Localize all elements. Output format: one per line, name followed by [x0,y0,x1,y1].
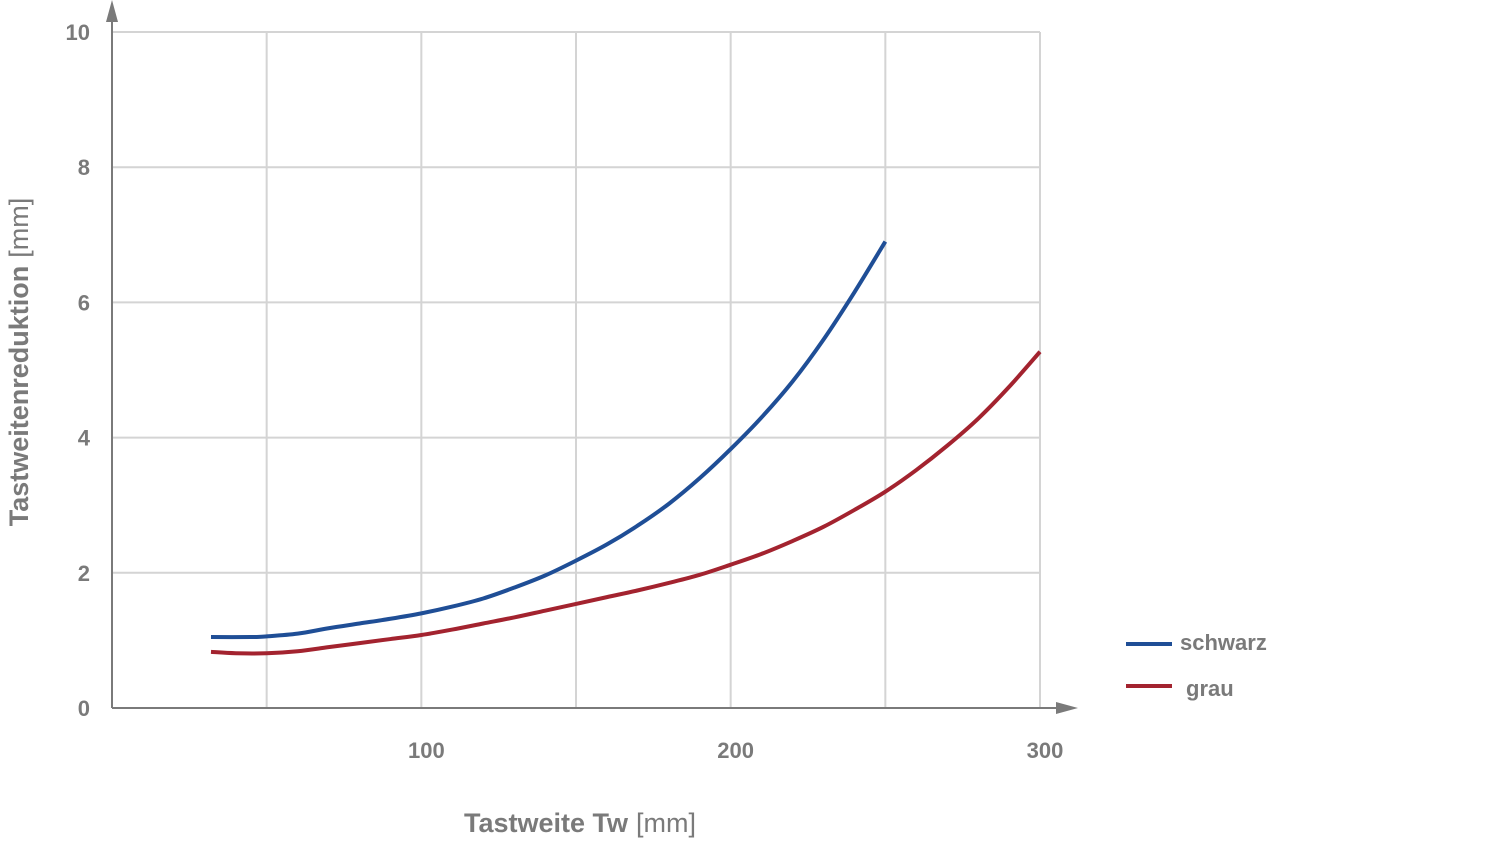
y-axis-title: Tastweitenreduktion [mm] [4,198,34,527]
x-tick-labels: 100 200 300 [408,738,1063,763]
y-tick-label: 0 [78,696,90,721]
x-axis-title: Tastweite Tw [mm] [464,808,696,838]
series-lines [210,240,1042,656]
grid-lines [112,31,1041,708]
y-tick-label: 10 [66,20,90,45]
y-tick-label: 6 [78,290,90,315]
x-tick-label: 300 [1027,738,1064,763]
legend-label-schwarz: schwarz [1180,630,1267,655]
x-tick-label: 100 [408,738,445,763]
series-line-schwarz [210,240,888,640]
legend: schwarz grau [1126,630,1267,701]
y-axis-arrow-icon [106,0,118,22]
x-axis-arrow-icon [1056,702,1078,714]
y-axis-title-main: Tastweitenreduktion [4,266,34,527]
axes [106,0,1078,714]
y-axis-title-unit: [mm] [4,198,34,258]
y-tick-labels: 0 2 4 6 8 10 [66,20,91,721]
y-tick-label: 4 [78,426,91,451]
series-line-grau [210,350,1042,656]
x-axis-title-main: Tastweite Tw [464,808,629,838]
legend-label-grau: grau [1186,676,1234,701]
x-tick-label: 200 [717,738,754,763]
x-axis-title-unit: [mm] [636,808,696,838]
y-tick-label: 8 [78,155,90,180]
y-tick-label: 2 [78,561,90,586]
